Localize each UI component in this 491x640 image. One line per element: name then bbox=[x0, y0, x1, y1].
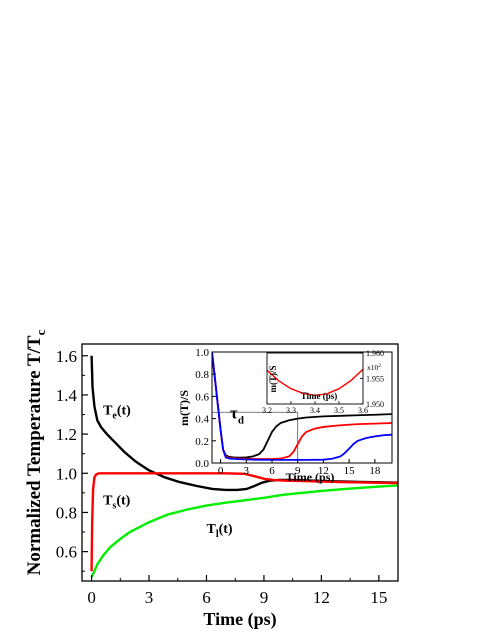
zoom-multiplier-exp: 2 bbox=[378, 363, 381, 369]
inset-x-tick-label: 0 bbox=[218, 465, 224, 477]
main-y-axis-label: Normalized Temperature T/Tc bbox=[24, 329, 48, 575]
main-plot-frame bbox=[81, 343, 399, 582]
main-y-axis-label-main: Normalized Temperature T/T bbox=[24, 335, 45, 575]
main-y-axis-label-sub: c bbox=[33, 329, 48, 335]
series-label-sub: e bbox=[112, 411, 117, 422]
inset-x-axis-label: Time (ps) bbox=[286, 470, 335, 484]
zoom-x-axis-label: Time (ps) bbox=[301, 391, 338, 401]
series-label-sub: s bbox=[112, 501, 116, 512]
series-label-sub: l bbox=[216, 529, 219, 540]
inset-frame bbox=[211, 351, 393, 464]
inset-x-tick-label: 15 bbox=[344, 465, 356, 477]
inset-y-tick-label: 0.4 bbox=[195, 414, 209, 426]
inset-y-tick-label: 0.6 bbox=[195, 391, 209, 403]
zoom-x-tick-label: 3.5 bbox=[334, 406, 344, 415]
main-x-tick-label: 3 bbox=[145, 588, 154, 607]
zoom-x-tick-label: 3.6 bbox=[358, 406, 368, 415]
zoom-series-line bbox=[266, 368, 364, 397]
main-series-line-l bbox=[90, 484, 398, 578]
main-x-axis-label: Time (ps) bbox=[203, 609, 276, 630]
inset-x-tick-label: 3 bbox=[244, 465, 250, 477]
series-label-s: Ts(t) bbox=[103, 494, 131, 512]
main-y-tick-label: 1.4 bbox=[56, 386, 78, 405]
main-x-tick-label: 6 bbox=[202, 588, 211, 607]
main-y-tick-label: 0.6 bbox=[56, 543, 77, 562]
main-x-tick-label: 0 bbox=[87, 588, 96, 607]
main-y-tick-label: 1.0 bbox=[56, 464, 77, 483]
zoom-y-axis-label: m(T)/S bbox=[268, 366, 278, 393]
zoom-y-tick-label: 1.950 bbox=[366, 400, 384, 409]
inset-y-tick-label: 0.8 bbox=[195, 369, 209, 381]
inset-x-tick-label: 12 bbox=[318, 465, 329, 477]
inset-y-axis-label: m(T)/S bbox=[177, 390, 191, 426]
zoom-y-tick-label: 1.960 bbox=[366, 349, 384, 358]
main-x-tick-label: 15 bbox=[370, 588, 387, 607]
main-x-tick-label: 12 bbox=[313, 588, 330, 607]
series-label-suffix: (t) bbox=[116, 494, 130, 509]
series-label-name: T bbox=[206, 522, 216, 537]
inset-series-line-2 bbox=[212, 352, 392, 461]
zoom-y-tick-label: 1.955 bbox=[366, 375, 384, 384]
tau-annotation-symbol: τ bbox=[230, 403, 238, 422]
zoom-x-tick-label: 3.2 bbox=[262, 406, 272, 415]
inset-x-tick-label: 18 bbox=[369, 465, 381, 477]
main-series-line-s bbox=[90, 472, 398, 572]
inset-x-tick-label: 6 bbox=[269, 465, 275, 477]
zoom-multiplier-base: x10 bbox=[367, 363, 379, 372]
tau-annotation: τd bbox=[230, 403, 244, 426]
tau-annotation-sub: d bbox=[238, 414, 244, 426]
series-label-name: T bbox=[103, 404, 113, 419]
series-label-e: Te(t) bbox=[103, 404, 131, 422]
inset-y-tick-label: 0.2 bbox=[195, 436, 209, 448]
series-label-l: Tl(t) bbox=[206, 522, 232, 540]
series-label-suffix: (t) bbox=[219, 522, 233, 537]
inset-y-tick-label: 1.0 bbox=[195, 347, 209, 359]
inset-y-tick-label: 0.0 bbox=[195, 458, 209, 470]
zoom-multiplier: x102 bbox=[367, 363, 381, 372]
zoom-x-tick-label: 3.4 bbox=[310, 406, 320, 415]
main-y-tick-label: 1.2 bbox=[56, 425, 77, 444]
main-y-tick-label: 1.6 bbox=[56, 347, 77, 366]
zoom-x-tick-label: 3.3 bbox=[286, 406, 296, 415]
series-label-name: T bbox=[103, 494, 113, 509]
main-x-tick-label: 9 bbox=[260, 588, 269, 607]
main-y-tick-label: 0.8 bbox=[56, 503, 77, 522]
series-label-suffix: (t) bbox=[117, 404, 131, 419]
inset-x-tick-label: 9 bbox=[295, 465, 301, 477]
